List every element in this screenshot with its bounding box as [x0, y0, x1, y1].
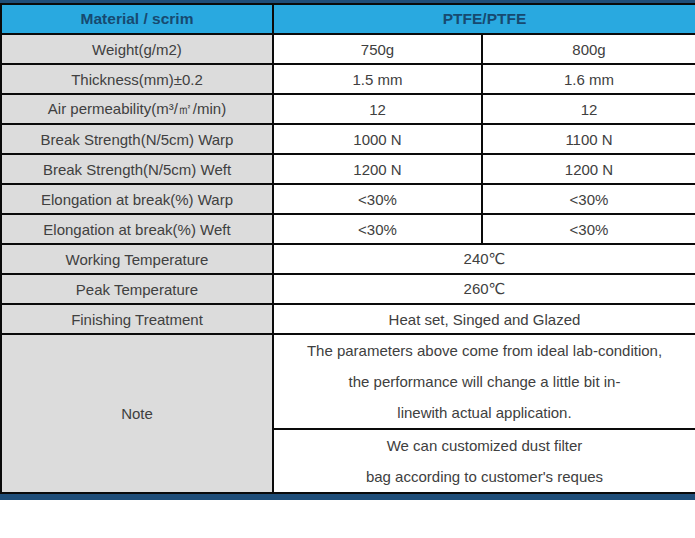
note-text-block-2: We can customized dust filter bag accord…	[273, 429, 695, 493]
table-row-air-permeability: Air permeability(m³/㎡/min) 12 12	[1, 94, 695, 124]
row-value-1: 12	[273, 94, 482, 124]
row-value-2: 800g	[482, 34, 695, 64]
table-row-note-block-1: Note The parameters above come from idea…	[1, 334, 695, 429]
row-label: Break Strength(N/5cm) Warp	[1, 124, 273, 154]
row-value-1: 1000 N	[273, 124, 482, 154]
table-header-row: Material / scrim PTFE/PTFE	[1, 4, 695, 34]
row-value-2: 1100 N	[482, 124, 695, 154]
table-row-elongation-warp: Elongation at break(%) Warp <30% <30%	[1, 184, 695, 214]
row-span-value: Heat set, Singed and Glazed	[273, 304, 695, 334]
row-label: Elongation at break(%) Warp	[1, 184, 273, 214]
row-label: Thickness(mm)±0.2	[1, 64, 273, 94]
row-value-2: 12	[482, 94, 695, 124]
row-label: Break Strength(N/5cm) Weft	[1, 154, 273, 184]
row-label: Elongation at break(%) Weft	[1, 214, 273, 244]
spec-table-container: Material / scrim PTFE/PTFE Weight(g/m2) …	[0, 0, 695, 500]
row-value-2: <30%	[482, 214, 695, 244]
note-label: Note	[1, 334, 273, 493]
table-row-break-strength-weft: Break Strength(N/5cm) Weft 1200 N 1200 N	[1, 154, 695, 184]
row-value-2: 1200 N	[482, 154, 695, 184]
table-row-peak-temperature: Peak Temperature 260℃	[1, 274, 695, 304]
table-row-working-temperature: Working Temperature 240℃	[1, 244, 695, 274]
row-value-2: 1.6 mm	[482, 64, 695, 94]
note-line: the performance will change a little bit…	[278, 366, 691, 397]
row-value-1: 750g	[273, 34, 482, 64]
table-row-weight: Weight(g/m2) 750g 800g	[1, 34, 695, 64]
note-line: bag according to customer's reques	[278, 461, 691, 492]
spec-sheet-page: Material / scrim PTFE/PTFE Weight(g/m2) …	[0, 0, 695, 538]
row-span-value: 260℃	[273, 274, 695, 304]
header-material-value: PTFE/PTFE	[273, 4, 695, 34]
row-label: Finishing Treatment	[1, 304, 273, 334]
row-value-1: <30%	[273, 184, 482, 214]
note-text-block-1: The parameters above come from ideal lab…	[273, 334, 695, 429]
row-value-1: <30%	[273, 214, 482, 244]
table-row-thickness: Thickness(mm)±0.2 1.5 mm 1.6 mm	[1, 64, 695, 94]
row-label: Air permeability(m³/㎡/min)	[1, 94, 273, 124]
note-line: linewith actual application.	[278, 397, 691, 428]
table-row-finishing-treatment: Finishing Treatment Heat set, Singed and…	[1, 304, 695, 334]
table-row-break-strength-warp: Break Strength(N/5cm) Warp 1000 N 1100 N	[1, 124, 695, 154]
note-line: The parameters above come from ideal lab…	[278, 335, 691, 366]
table-row-elongation-weft: Elongation at break(%) Weft <30% <30%	[1, 214, 695, 244]
ptfe-spec-table: Material / scrim PTFE/PTFE Weight(g/m2) …	[0, 3, 695, 494]
header-material-label: Material / scrim	[1, 4, 273, 34]
row-value-2: <30%	[482, 184, 695, 214]
row-value-1: 1.5 mm	[273, 64, 482, 94]
note-line: We can customized dust filter	[278, 430, 691, 461]
row-label: Working Temperature	[1, 244, 273, 274]
row-label: Weight(g/m2)	[1, 34, 273, 64]
row-label: Peak Temperature	[1, 274, 273, 304]
row-span-value: 240℃	[273, 244, 695, 274]
row-value-1: 1200 N	[273, 154, 482, 184]
